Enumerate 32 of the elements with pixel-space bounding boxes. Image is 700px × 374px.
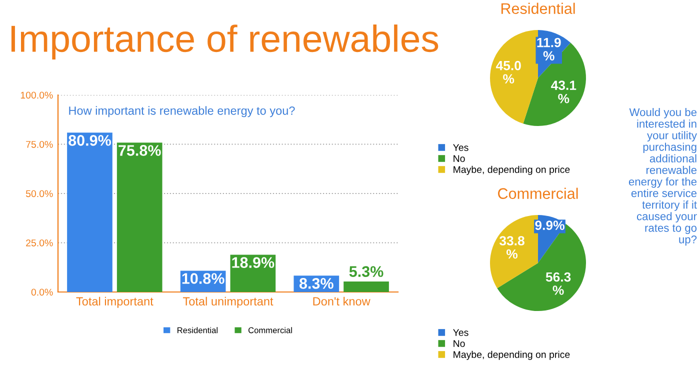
text: How important is renewable energy to you? [69,106,295,118]
text: Would you be interested in your utility purchasing additional renewable energy for the entire service territory if it caused your rates to go up? [628,108,697,246]
legend-label: No [454,155,465,162]
data-label: 9.9% [535,220,564,230]
y-tick-label: 75.0% [26,140,53,148]
data-label: 80.9% [68,135,111,146]
chart-title: Importance of renewables [11,24,438,60]
data-label: 43.1 % [551,80,576,104]
y-tick-label: 100.0% [20,92,53,99]
y-tick-label: 50.0% [26,190,53,198]
data-label: 8.3% [299,278,334,289]
y-tick-label: 25.0% [26,239,53,246]
data-label: 45.0 % [496,60,521,84]
legend-label: Yes [453,329,468,336]
legend-label: Yes [453,144,468,151]
data-label: 10.8% [182,273,224,284]
x-tick-label: Total unimportant [182,296,274,308]
x-tick-label: Don't know [313,296,370,306]
data-label: 18.9% [232,257,274,268]
legend-label: No [454,340,465,347]
y-tick-label: 0.0% [31,288,53,296]
chart-title: Residential [501,2,575,14]
data-label: 5.3% [349,266,384,277]
data-label: 56.3 % [546,272,571,295]
data-label: 75.8% [118,145,161,156]
chart-title: Commercial [498,188,578,199]
legend-label: Maybe, depending on price [454,350,570,360]
legend-label: Maybe, depending on price [454,166,570,175]
data-label: 33.8 % [499,236,524,259]
x-tick-label: Total important [76,296,154,308]
legend-label: Commercial [248,327,292,334]
legend-label: Residential [178,327,218,334]
